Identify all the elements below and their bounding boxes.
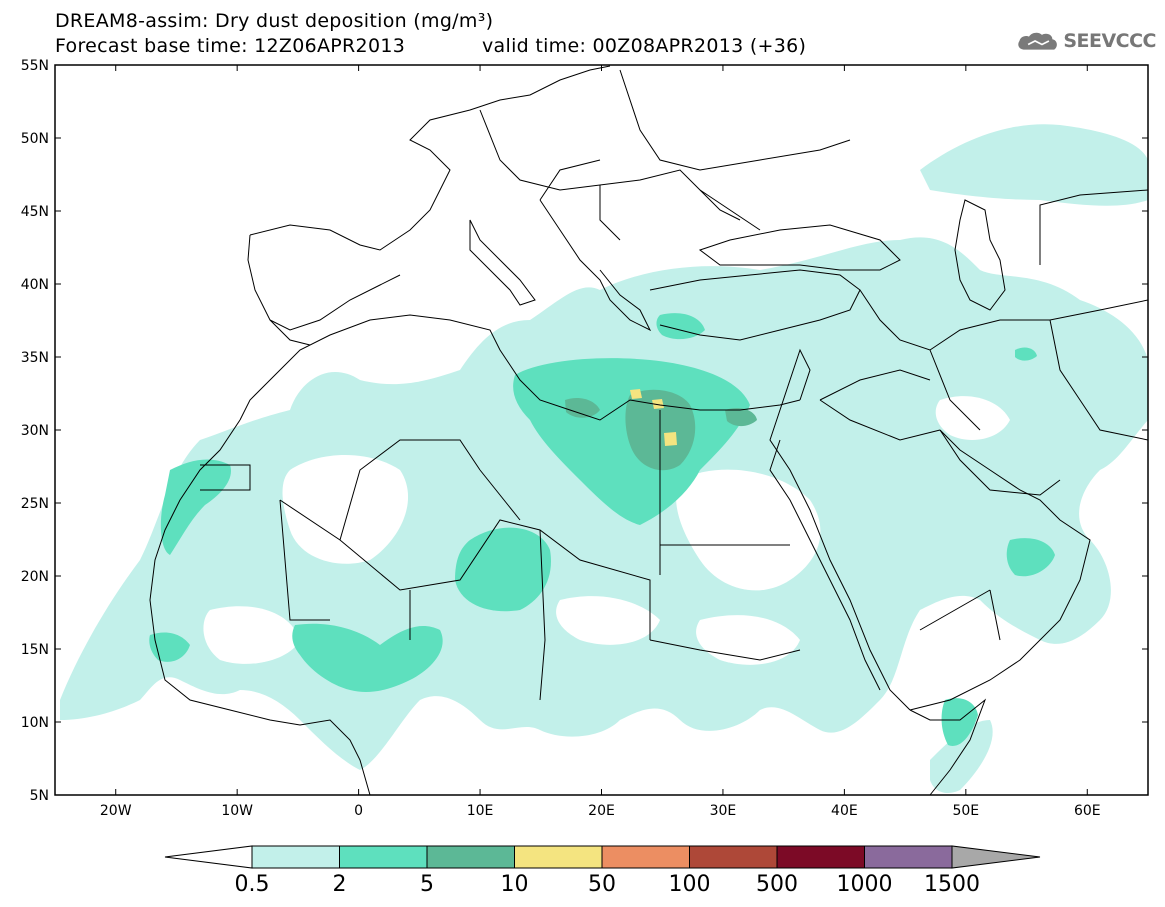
colorbar-segment [339,845,428,869]
lat-axis: 55N 50N 45N 40N 35N 30N 25N 20N 15N 10N 5N [21,58,1148,804]
lat-label: 55N [21,58,49,74]
lon-label: 20W [100,803,132,819]
colorbar-label: 50 [588,872,616,897]
cloud-icon [1018,32,1057,50]
lat-label: 10N [21,715,49,731]
colorbar-under-triangle [164,845,253,869]
colorbar-segment [426,845,515,869]
colorbar-label: 100 [669,872,711,897]
coastlines [149,65,1149,796]
lon-label: 40E [831,803,858,819]
colorbar-label: 5 [420,872,434,897]
dust-layer-very-high [630,389,677,446]
colorbar-label: 0.5 [235,872,270,897]
lon-label: 60E [1074,803,1101,819]
lon-label: 50E [952,803,979,819]
dust-gaps [203,396,1010,665]
colorbar-segment [689,845,778,869]
lat-label: 35N [21,350,49,366]
logo-text: SEEVCCC [1063,30,1156,52]
colorbar-label: 500 [756,872,798,897]
lat-label: 5N [30,788,49,804]
seevccc-logo: SEEVCCC [1016,26,1156,56]
colorbar-segment [251,845,340,869]
colorbar-over-triangle [951,845,1041,869]
lon-label: 20E [588,803,615,819]
colorbar-label: 2 [333,872,347,897]
colorbar-segment [864,845,953,869]
colorbar-label: 1500 [924,872,980,897]
colorbar-label: 10 [501,872,529,897]
lat-label: 50N [21,131,49,147]
colorbar-segment [601,845,690,869]
colorbar: 0.5 2 5 10 50 100 500 1000 1500 [164,845,1041,897]
lat-label: 20N [21,569,49,585]
lon-label: 30E [710,803,737,819]
lat-label: 25N [21,496,49,512]
lat-label: 15N [21,642,49,658]
colorbar-label: 1000 [837,872,893,897]
valid-time: valid time: 00Z08APR2013 (+36) [482,35,807,57]
lon-label: 0 [354,803,363,819]
lat-label: 30N [21,423,49,439]
lon-axis: 20W 10W 0 10E 20E 30E 40E 50E 60E [100,65,1101,819]
lat-label: 40N [21,277,49,293]
forecast-base-time: Forecast base time: 12Z06APR2013 [55,35,406,57]
lon-label: 10W [221,803,253,819]
colorbar-segment [514,845,603,869]
colorbar-segment [776,845,865,869]
map-title: DREAM8-assim: Dry dust deposition (mg/m³… [55,10,494,32]
lon-label: 10E [467,803,494,819]
lat-label: 45N [21,204,49,220]
